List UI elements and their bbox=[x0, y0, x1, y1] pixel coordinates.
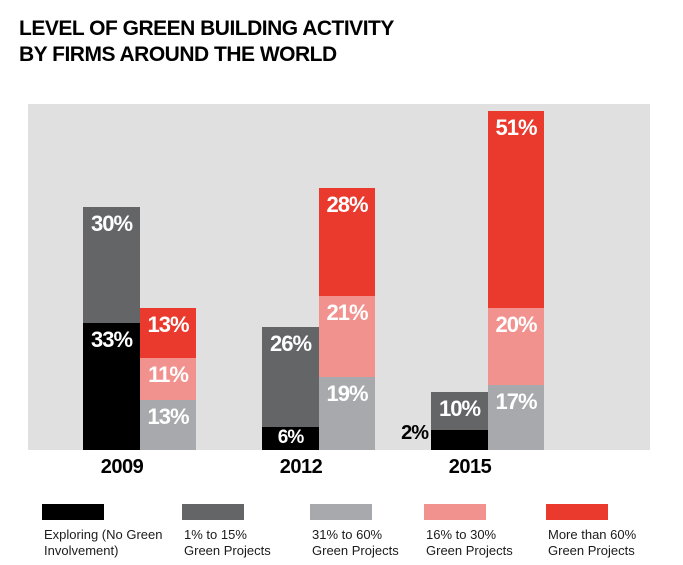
bar-2012-right-stack: 28% 21% 19% bbox=[319, 188, 375, 450]
bar-segment-2015-exploring-no-green-involvement bbox=[431, 430, 488, 450]
segment-value-label: 13% bbox=[147, 403, 189, 429]
segment-value-label: 20% bbox=[495, 311, 537, 337]
legend-label: 16% to 30% Green Projects bbox=[426, 527, 513, 558]
legend-item-2: 31% to 60% Green Projects bbox=[310, 504, 410, 559]
bar-2012-left-stack: 26% 6% bbox=[262, 326, 319, 450]
legend-label: 31% to 60% Green Projects bbox=[312, 527, 399, 558]
legend-label: 1% to 15% Green Projects bbox=[184, 527, 271, 558]
bar-segment-2009-31-to-60-green-projects: 13% bbox=[140, 399, 196, 450]
bar-2009-right-stack: 13% 11% 13% bbox=[140, 307, 196, 450]
chart-title-line1: LEVEL OF GREEN BUILDING ACTIVITY bbox=[19, 17, 394, 40]
bar-segment-2015-16-to-30-green-projects: 20% bbox=[488, 307, 544, 385]
segment-value-label: 17% bbox=[495, 388, 537, 414]
segment-value-label: 10% bbox=[438, 395, 481, 421]
bar-2015-left-stack: 10% bbox=[431, 391, 488, 450]
segment-value-label: 19% bbox=[326, 380, 368, 406]
segment-value-label: 26% bbox=[269, 330, 312, 356]
legend-item-1: 1% to 15% Green Projects bbox=[182, 504, 282, 559]
legend-swatch bbox=[42, 504, 104, 520]
bar-segment-2012-exploring-no-green-involvement: 6% bbox=[262, 426, 319, 450]
segment-value-label: 51% bbox=[495, 115, 537, 141]
segment-value-label: 28% bbox=[326, 192, 368, 218]
bar-segment-2009-exploring-no-green-involvement: 33% bbox=[83, 322, 140, 450]
segment-value-label: 6% bbox=[277, 426, 304, 448]
bar-segment-2012-31-to-60-green-projects: 19% bbox=[319, 376, 375, 450]
legend-swatch bbox=[310, 504, 372, 520]
bar-segment-2015-31-to-60-green-projects: 17% bbox=[488, 384, 544, 450]
legend-label: More than 60% Green Projects bbox=[548, 527, 637, 558]
segment-value-label: 30% bbox=[90, 211, 133, 237]
chart-title-line2: BY FIRMS AROUND THE WORLD bbox=[19, 43, 337, 66]
x-axis-label-2009: 2009 bbox=[100, 456, 144, 478]
bar-segment-2012-1-to-15-green-projects: 26% bbox=[262, 326, 319, 427]
bar-segment-2012-more-than-60-green-projects: 28% bbox=[319, 188, 375, 297]
x-axis-label-2015: 2015 bbox=[448, 456, 492, 478]
plot-area: 30% 33% 13% 11% 13% 26% 6% 28% 21% 19% 2% 10% 51% 20%… bbox=[28, 104, 650, 450]
segment-value-label-outside: 2% bbox=[401, 422, 429, 444]
segment-value-label: 11% bbox=[148, 361, 189, 387]
bar-segment-2009-1-to-15-green-projects: 30% bbox=[83, 207, 140, 323]
legend-swatch bbox=[546, 504, 608, 520]
legend-item-0: Exploring (No Green Involvement) bbox=[42, 504, 170, 559]
bar-segment-2012-16-to-30-green-projects: 21% bbox=[319, 296, 375, 377]
segment-value-label: 13% bbox=[147, 311, 189, 337]
bar-segment-2015-1-to-15-green-projects: 10% bbox=[431, 391, 488, 430]
bar-segment-2009-16-to-30-green-projects: 11% bbox=[140, 357, 196, 400]
segment-value-label: 21% bbox=[326, 300, 368, 326]
chart-title: LEVEL OF GREEN BUILDING ACTIVITY BY FIRM… bbox=[19, 16, 394, 68]
legend-label: Exploring (No Green Involvement) bbox=[44, 527, 163, 558]
segment-value-label: 33% bbox=[90, 326, 133, 352]
legend-swatch bbox=[182, 504, 244, 520]
bar-segment-2009-more-than-60-green-projects: 13% bbox=[140, 307, 196, 358]
bar-segment-2015-more-than-60-green-projects: 51% bbox=[488, 111, 544, 308]
x-axis-label-2012: 2012 bbox=[279, 456, 323, 478]
bar-2009-left-stack: 30% 33% bbox=[83, 207, 140, 450]
bar-2015-right-stack: 51% 20% 17% bbox=[488, 111, 544, 450]
legend-swatch bbox=[424, 504, 486, 520]
legend-item-4: More than 60% Green Projects bbox=[546, 504, 658, 559]
legend-item-3: 16% to 30% Green Projects bbox=[424, 504, 524, 559]
